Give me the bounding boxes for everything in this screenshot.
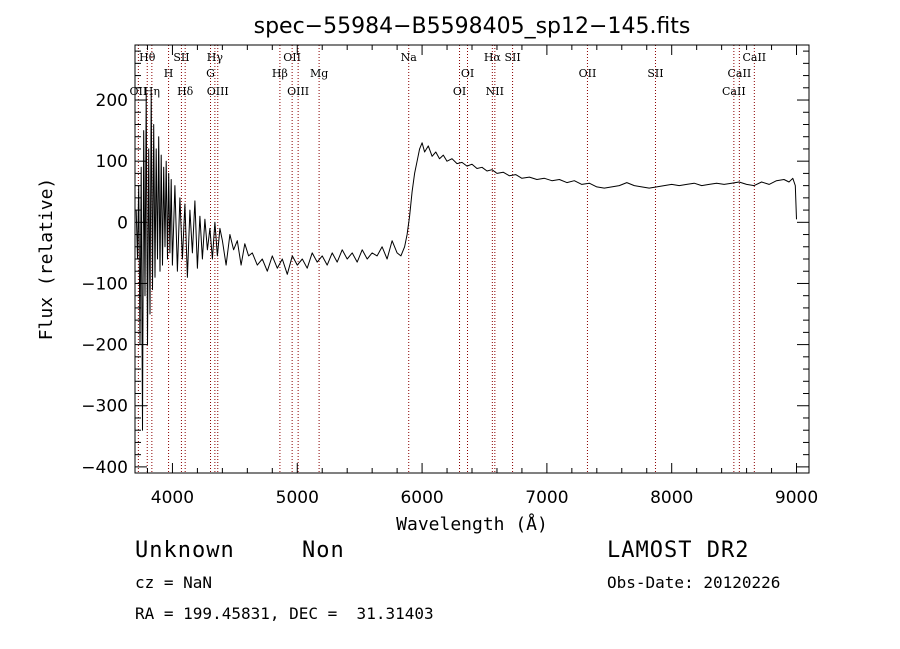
x-tick-label-1: 5000 — [276, 488, 319, 508]
x-tick-label-4: 8000 — [650, 488, 693, 508]
marker-label-8: OIII — [207, 85, 229, 98]
obs-date: Obs-Date: 20120226 — [607, 573, 781, 592]
x-tick-label-0: 4000 — [151, 488, 194, 508]
marker-label-2: Hη — [144, 85, 160, 98]
marker-label-5: Hδ — [177, 85, 194, 98]
y-tick-label-3: −100 — [81, 274, 128, 294]
x-axis-label: Wavelength (Å) — [396, 513, 548, 535]
y-tick-label-6: −400 — [81, 458, 128, 478]
y-tick-label-1: 100 — [96, 152, 128, 172]
marker-label-11: OIII — [287, 85, 309, 98]
spectrum-series — [135, 93, 797, 431]
plot-frame — [134, 44, 810, 474]
y-tick-label-0: 200 — [96, 91, 128, 111]
marker-label-23: CaII — [722, 85, 746, 98]
y-axis-label: Flux (relative) — [36, 178, 57, 341]
marker-label-9: OII — [283, 51, 301, 64]
y-tick-label-4: −200 — [81, 336, 128, 356]
marker-label-14: OI — [461, 67, 474, 80]
marker-label-7: G — [206, 67, 215, 80]
marker-label-22: CaII — [728, 67, 752, 80]
marker-label-17: SII — [504, 51, 520, 64]
survey-name: LAMOST DR2 — [607, 538, 750, 563]
marker-label-3: H — [164, 67, 174, 80]
marker-label-4: SII — [173, 51, 189, 64]
marker-label-0: Hθ — [139, 51, 156, 64]
x-tick-label-3: 7000 — [525, 488, 568, 508]
marker-label-1: OII — [130, 85, 148, 98]
object-class: Unknown — [135, 538, 235, 563]
marker-label-20: SII — [647, 67, 663, 80]
marker-label-12: Mg — [310, 67, 328, 80]
y-axis-ticks: 200 100 0 −100 −200 −300 −400 — [81, 50, 809, 478]
chart-title: spec−55984−B5598405_sp12−145.fits — [254, 14, 691, 39]
marker-label-13: Na — [401, 51, 418, 64]
marker-label-21: CaII — [742, 51, 766, 64]
marker-label-16: Hα — [484, 51, 502, 64]
y-tick-label-2: 0 — [117, 213, 128, 233]
marker-label-15: OI — [453, 85, 466, 98]
marker-label-19: OII — [579, 67, 597, 80]
object-subclass: Non — [302, 538, 345, 563]
x-tick-label-5: 9000 — [775, 488, 818, 508]
marker-label-6: Hγ — [207, 51, 224, 64]
coordinates: RA = 199.45831, DEC = 31.31403 — [135, 604, 434, 623]
y-tick-label-5: −300 — [81, 397, 128, 417]
marker-label-10: Hβ — [272, 67, 288, 80]
redshift-value: cz = NaN — [135, 573, 213, 592]
marker-label-18: NII — [486, 85, 504, 98]
spectrum-line-0 — [135, 93, 797, 431]
x-tick-label-2: 6000 — [400, 488, 443, 508]
x-axis-ticks: 4000 5000 6000 7000 8000 9000 — [146, 45, 818, 508]
